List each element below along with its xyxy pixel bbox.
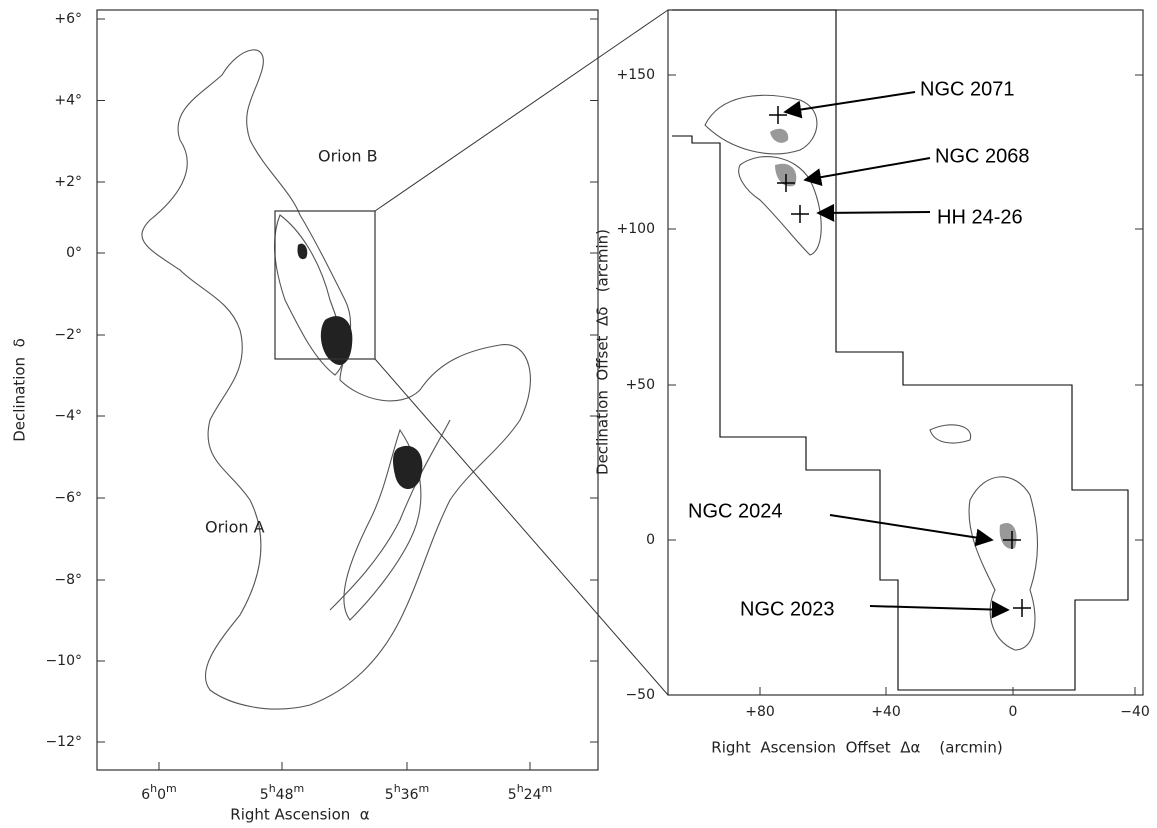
- y-tick-label: +150: [617, 67, 655, 83]
- x-tick-label: 5h48m: [260, 782, 304, 804]
- dense-core: [321, 316, 353, 365]
- y-tick-label: +100: [617, 221, 655, 237]
- x-tick-label: +80: [745, 704, 775, 720]
- y-tick-label: −50: [625, 687, 655, 703]
- annotation: NGC 2024: [688, 500, 783, 522]
- y-axis-label: Declination Offset Δδ (arcmin): [594, 229, 612, 475]
- source-cross: [769, 106, 787, 124]
- x-tick-label: 6h0m: [141, 782, 177, 804]
- x-tick-label: +40: [871, 704, 901, 720]
- annotation: HH 24-26: [937, 206, 1023, 228]
- zoom-line: [375, 359, 668, 695]
- y-tick-label: −6°: [54, 490, 82, 506]
- annotation-arrow: [818, 212, 930, 213]
- right-contours: [705, 95, 1038, 650]
- dense-core: [297, 244, 307, 259]
- y-tick-label: +50: [625, 377, 655, 393]
- region-label: Orion B: [318, 147, 378, 166]
- y-tick-label: 0°: [66, 245, 82, 261]
- annotation: NGC 2071: [920, 78, 1015, 100]
- x-tick-label: −40: [1120, 704, 1150, 720]
- dense-core: [770, 129, 788, 143]
- figure: Orion B Orion A Right Ascension α Declin…: [0, 0, 1157, 828]
- y-tick-label: −10°: [45, 653, 82, 669]
- y-tick-label: −12°: [45, 734, 82, 750]
- y-tick-label: +4°: [54, 93, 82, 109]
- annotation-arrow: [805, 158, 930, 180]
- right-plot-frame: [668, 10, 1143, 695]
- dense-core: [393, 446, 422, 489]
- y-tick-label: +6°: [54, 11, 82, 27]
- annotation: NGC 2023: [740, 598, 835, 620]
- x-axis-label: Right Ascension Offset Δα (arcmin): [711, 739, 1002, 757]
- y-axis-label: Declination δ: [11, 338, 29, 442]
- dense-core: [1000, 523, 1017, 549]
- y-tick-label: −2°: [54, 327, 82, 343]
- x-axis-label: Right Ascension α: [230, 806, 370, 824]
- source-cross: [791, 205, 809, 223]
- annotation: NGC 2068: [935, 145, 1030, 167]
- annotation-arrow: [870, 606, 1008, 610]
- y-tick-label: +2°: [54, 174, 82, 190]
- x-tick-label: 0: [1009, 704, 1018, 720]
- x-tick-label: 5h24m: [508, 782, 552, 804]
- annotation-arrow: [830, 515, 992, 540]
- y-tick-label: −4°: [54, 408, 82, 424]
- y-tick-label: 0: [646, 532, 655, 548]
- y-tick-label: −8°: [54, 572, 82, 588]
- source-cross: [1013, 599, 1031, 617]
- survey-boundary: [672, 10, 1128, 690]
- x-tick-label: 5h36m: [385, 782, 429, 804]
- left-plot-frame: [97, 10, 598, 770]
- zoom-line: [375, 10, 668, 211]
- region-label: Orion A: [205, 518, 265, 537]
